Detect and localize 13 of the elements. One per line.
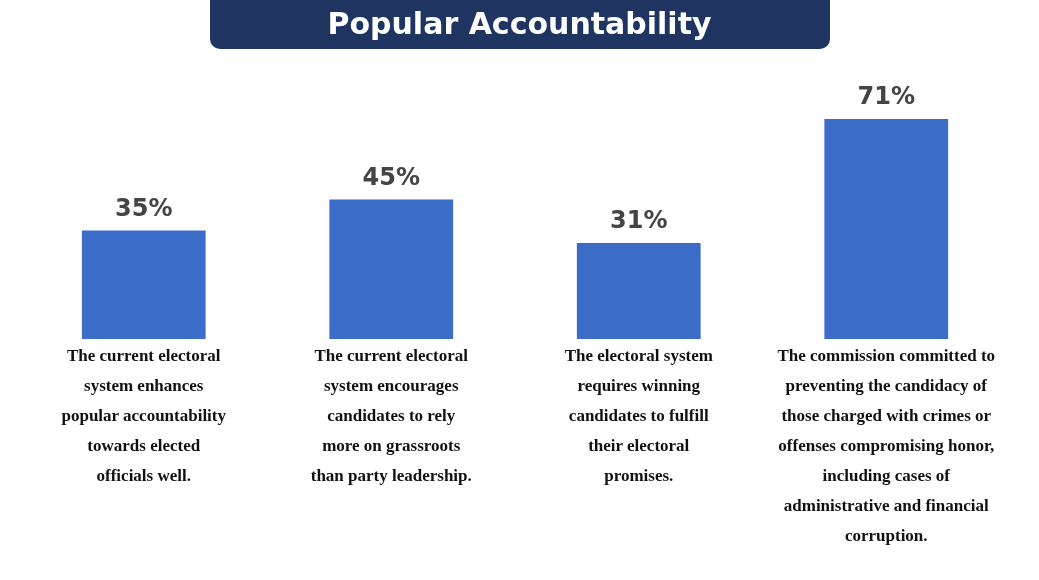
data-label: 45% <box>362 162 420 191</box>
data-label: 71% <box>857 82 915 110</box>
bar <box>576 242 701 339</box>
x-tick-label: The commission committed to preventing the candidacy of those charged with crimes or offenses compromising honor, including cases of administrative and financial corruption. <box>777 345 996 545</box>
x-tick-label: The electoral system requires winning candidates to fulfill their electoral promises. <box>564 345 713 485</box>
chart-title: Popular Accountability <box>209 0 830 49</box>
x-tick-label: The current electoral system enhances popular accountability towards elected officials well. <box>61 345 227 485</box>
x-tick-label: The current electoral system encourages candidates to rely more on grassroots than party leadership. <box>310 345 472 485</box>
bar <box>329 199 454 339</box>
bar <box>81 230 206 339</box>
data-label: 35% <box>115 193 173 222</box>
data-label: 31% <box>610 205 668 234</box>
bar <box>824 119 949 339</box>
